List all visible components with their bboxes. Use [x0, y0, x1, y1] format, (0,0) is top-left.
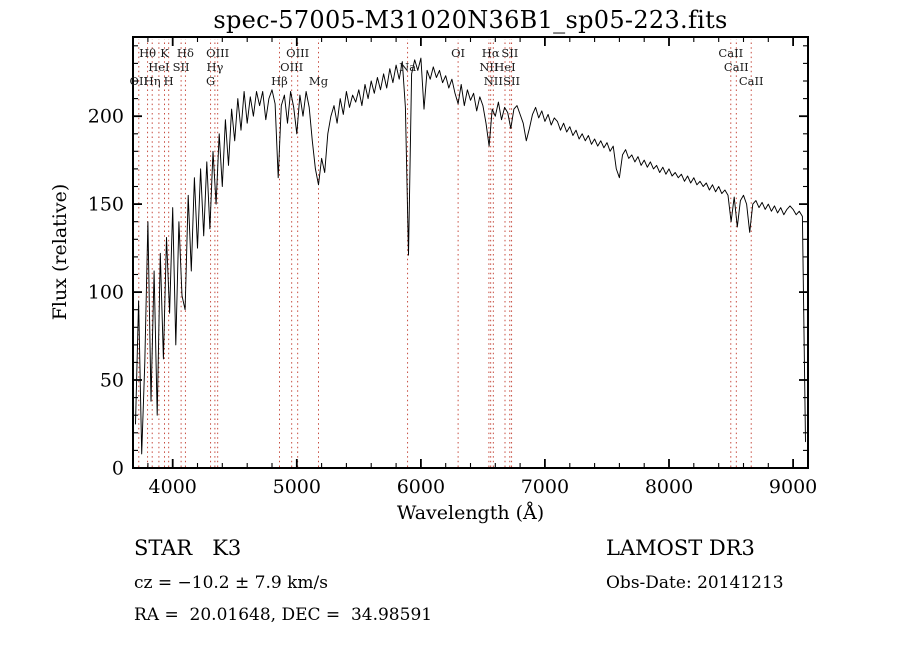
y-tick-label: 0 [112, 458, 124, 480]
feature-label: OIII [206, 46, 229, 60]
x-axis-label: Wavelength (Å) [396, 502, 545, 524]
feature-label: Hγ [206, 60, 223, 74]
x-tick-label: 5000 [273, 476, 321, 498]
feature-label: Mg [309, 74, 329, 88]
ra-dec-label: RA = 20.01648, DEC = 34.98591 [134, 605, 433, 625]
feature-label: H [164, 74, 174, 88]
spectrum-line [135, 57, 806, 455]
x-tick-label: 9000 [769, 476, 817, 498]
feature-label: CaII [718, 46, 743, 60]
axis-box [132, 36, 809, 469]
feature-label: OI [451, 46, 465, 60]
spectrum-group [135, 57, 806, 455]
chart-title: spec-57005-M31020N36B1_sp05-223.fits [213, 6, 728, 34]
y-tick-label: 100 [88, 282, 124, 304]
object-class-label: STAR K3 [134, 536, 242, 560]
feature-label: Hβ [271, 74, 288, 88]
feature-label: K [160, 46, 169, 60]
feature-label: NII [484, 74, 503, 88]
feature-label: CaII [739, 74, 764, 88]
survey-release-label: LAMOST DR3 [606, 536, 755, 560]
feature-label: Hη [144, 74, 161, 88]
feature-label: OII [130, 74, 149, 88]
feature-label: Na [399, 60, 416, 74]
feature-label: HeI [148, 60, 169, 74]
feature-label: SII [173, 60, 190, 74]
feature-lines-group [138, 39, 752, 467]
feature-label: Hθ [139, 46, 156, 60]
x-tick-label: 4000 [149, 476, 197, 498]
feature-labels-group: OIIHθHηHeIKHSIIHδGHγOIIIHβOIIIOIIIMgNaOI… [130, 46, 764, 88]
y-tick-label: 150 [88, 194, 124, 216]
x-tick-label: 7000 [521, 476, 569, 498]
feature-label: Hδ [177, 46, 194, 60]
y-axis-label: Flux (relative) [49, 183, 71, 321]
axes-group: 4000 5000 6000 7000 8000 9000 0 50 100 150 200 [88, 36, 817, 498]
feature-label: SII [501, 46, 518, 60]
feature-label: CaII [724, 60, 749, 74]
feature-label: G [206, 74, 215, 88]
cz-velocity-label: cz = −10.2 ± 7.9 km/s [134, 573, 328, 593]
feature-label: Hα [482, 46, 500, 60]
x-tick-label: 8000 [645, 476, 693, 498]
feature-label: HeI [494, 60, 515, 74]
y-tick-label: 50 [100, 370, 124, 392]
feature-label: SII [503, 74, 520, 88]
feature-label: OIII [280, 60, 303, 74]
feature-label: NII [479, 60, 498, 74]
feature-label: OIII [286, 46, 309, 60]
x-tick-label: 6000 [397, 476, 445, 498]
y-tick-label: 200 [88, 106, 124, 128]
obs-date-label: Obs-Date: 20141213 [606, 573, 784, 593]
